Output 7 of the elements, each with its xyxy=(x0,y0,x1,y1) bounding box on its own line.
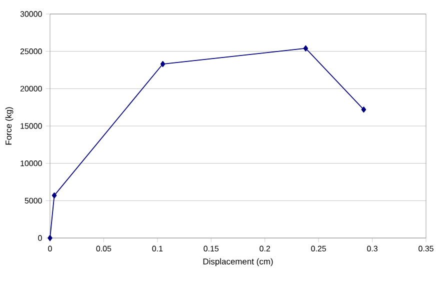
x-axis-title: Displacement (cm) xyxy=(203,258,273,266)
point xyxy=(361,106,366,113)
point xyxy=(52,192,57,198)
point xyxy=(303,45,308,52)
point xyxy=(48,234,52,242)
point xyxy=(160,60,166,68)
y-axis-title: Force (kg) xyxy=(5,107,14,145)
